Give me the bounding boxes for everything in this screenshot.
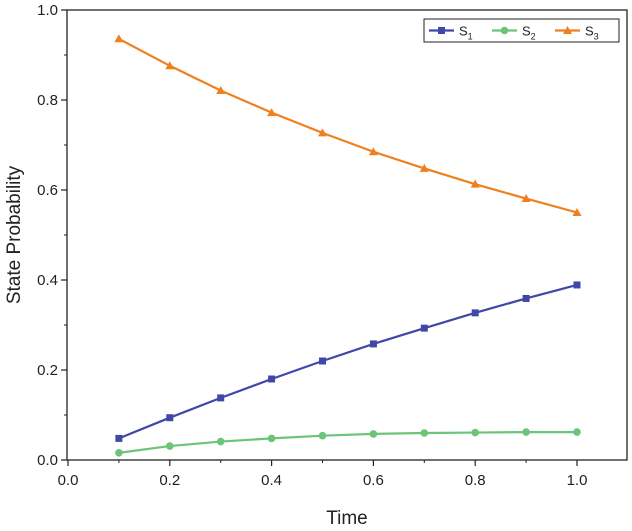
s2-point [522,428,530,436]
legend-label-subscript: 2 [531,32,536,42]
legend-label-base: S [522,24,531,39]
s3-point [267,108,277,117]
series-layer [114,34,582,457]
series-s2 [115,428,581,457]
legend-label: S1 [459,24,473,42]
s2-point [216,437,225,446]
s2-point [115,449,123,457]
s2-point [471,428,480,437]
legend-label-base: S [585,24,594,39]
s1-point [319,357,326,365]
legend-box [423,18,620,43]
legend-item-s1: S1 [429,24,473,42]
s1-point [471,309,479,317]
s2-line [118,431,577,454]
x-tick-label: 1.0 [567,472,588,489]
s3-point [470,179,480,188]
legend-label: S2 [522,24,536,42]
x-tick-label: 0.2 [159,472,180,489]
legend-swatch-marker [500,26,509,35]
legend-item-s2: S2 [492,24,536,42]
s1-point [217,394,225,402]
legend-label-subscript: 1 [468,32,473,42]
x-axis-title: Time [326,508,368,529]
legend-item-s3: S3 [555,24,599,42]
s3-point [572,208,582,216]
s2-point [573,428,581,436]
y-tick-label: 0.8 [37,92,58,109]
s3-line [118,37,578,214]
series-s3 [114,34,582,216]
s2-point [267,434,276,443]
s1-point [166,414,174,422]
y-tick-label: 0.6 [37,182,58,199]
plot-frame [66,9,628,461]
y-axis-title: State Probability [4,165,25,304]
y-tick-label: 0.2 [37,362,58,379]
s3-point [368,147,378,156]
legend-label: S3 [585,24,599,42]
s1-point [573,281,581,289]
s3-point [419,163,429,172]
x-tick-label: 0.4 [261,472,282,489]
s3-point [521,194,531,203]
series-s1 [115,281,581,442]
x-tick-label: 0.6 [363,472,384,489]
s1-line [118,283,578,440]
x-tick-label: 0.0 [58,472,79,489]
s1-point [369,340,377,348]
s1-point [268,375,276,383]
s3-point [114,34,124,43]
s1-point [522,294,530,302]
s2-point [318,431,327,440]
s1-point [115,434,123,442]
s2-point [369,430,378,438]
y-tick-label: 0.4 [37,272,58,289]
ticks-layer: 0.0 0.2 0.4 0.6 0.8 1.0 0.0 0.2 0.4 0.6 0.8 1.0 [37,2,587,489]
y-tick-label: 0.0 [37,452,58,469]
legend-swatch-marker [438,27,445,34]
legend: S1 S2 S3 [423,18,620,43]
s3-point [216,86,226,95]
s1-point [420,324,428,332]
s3-point [165,61,175,70]
legend-swatch-marker [563,26,572,34]
legend-label-subscript: 3 [594,32,599,42]
s2-point [420,429,429,437]
x-tick-label: 0.8 [465,472,486,489]
y-tick-label: 1.0 [37,2,58,19]
s3-point [318,128,327,137]
legend-label-base: S [459,24,468,39]
s2-point [166,442,174,450]
